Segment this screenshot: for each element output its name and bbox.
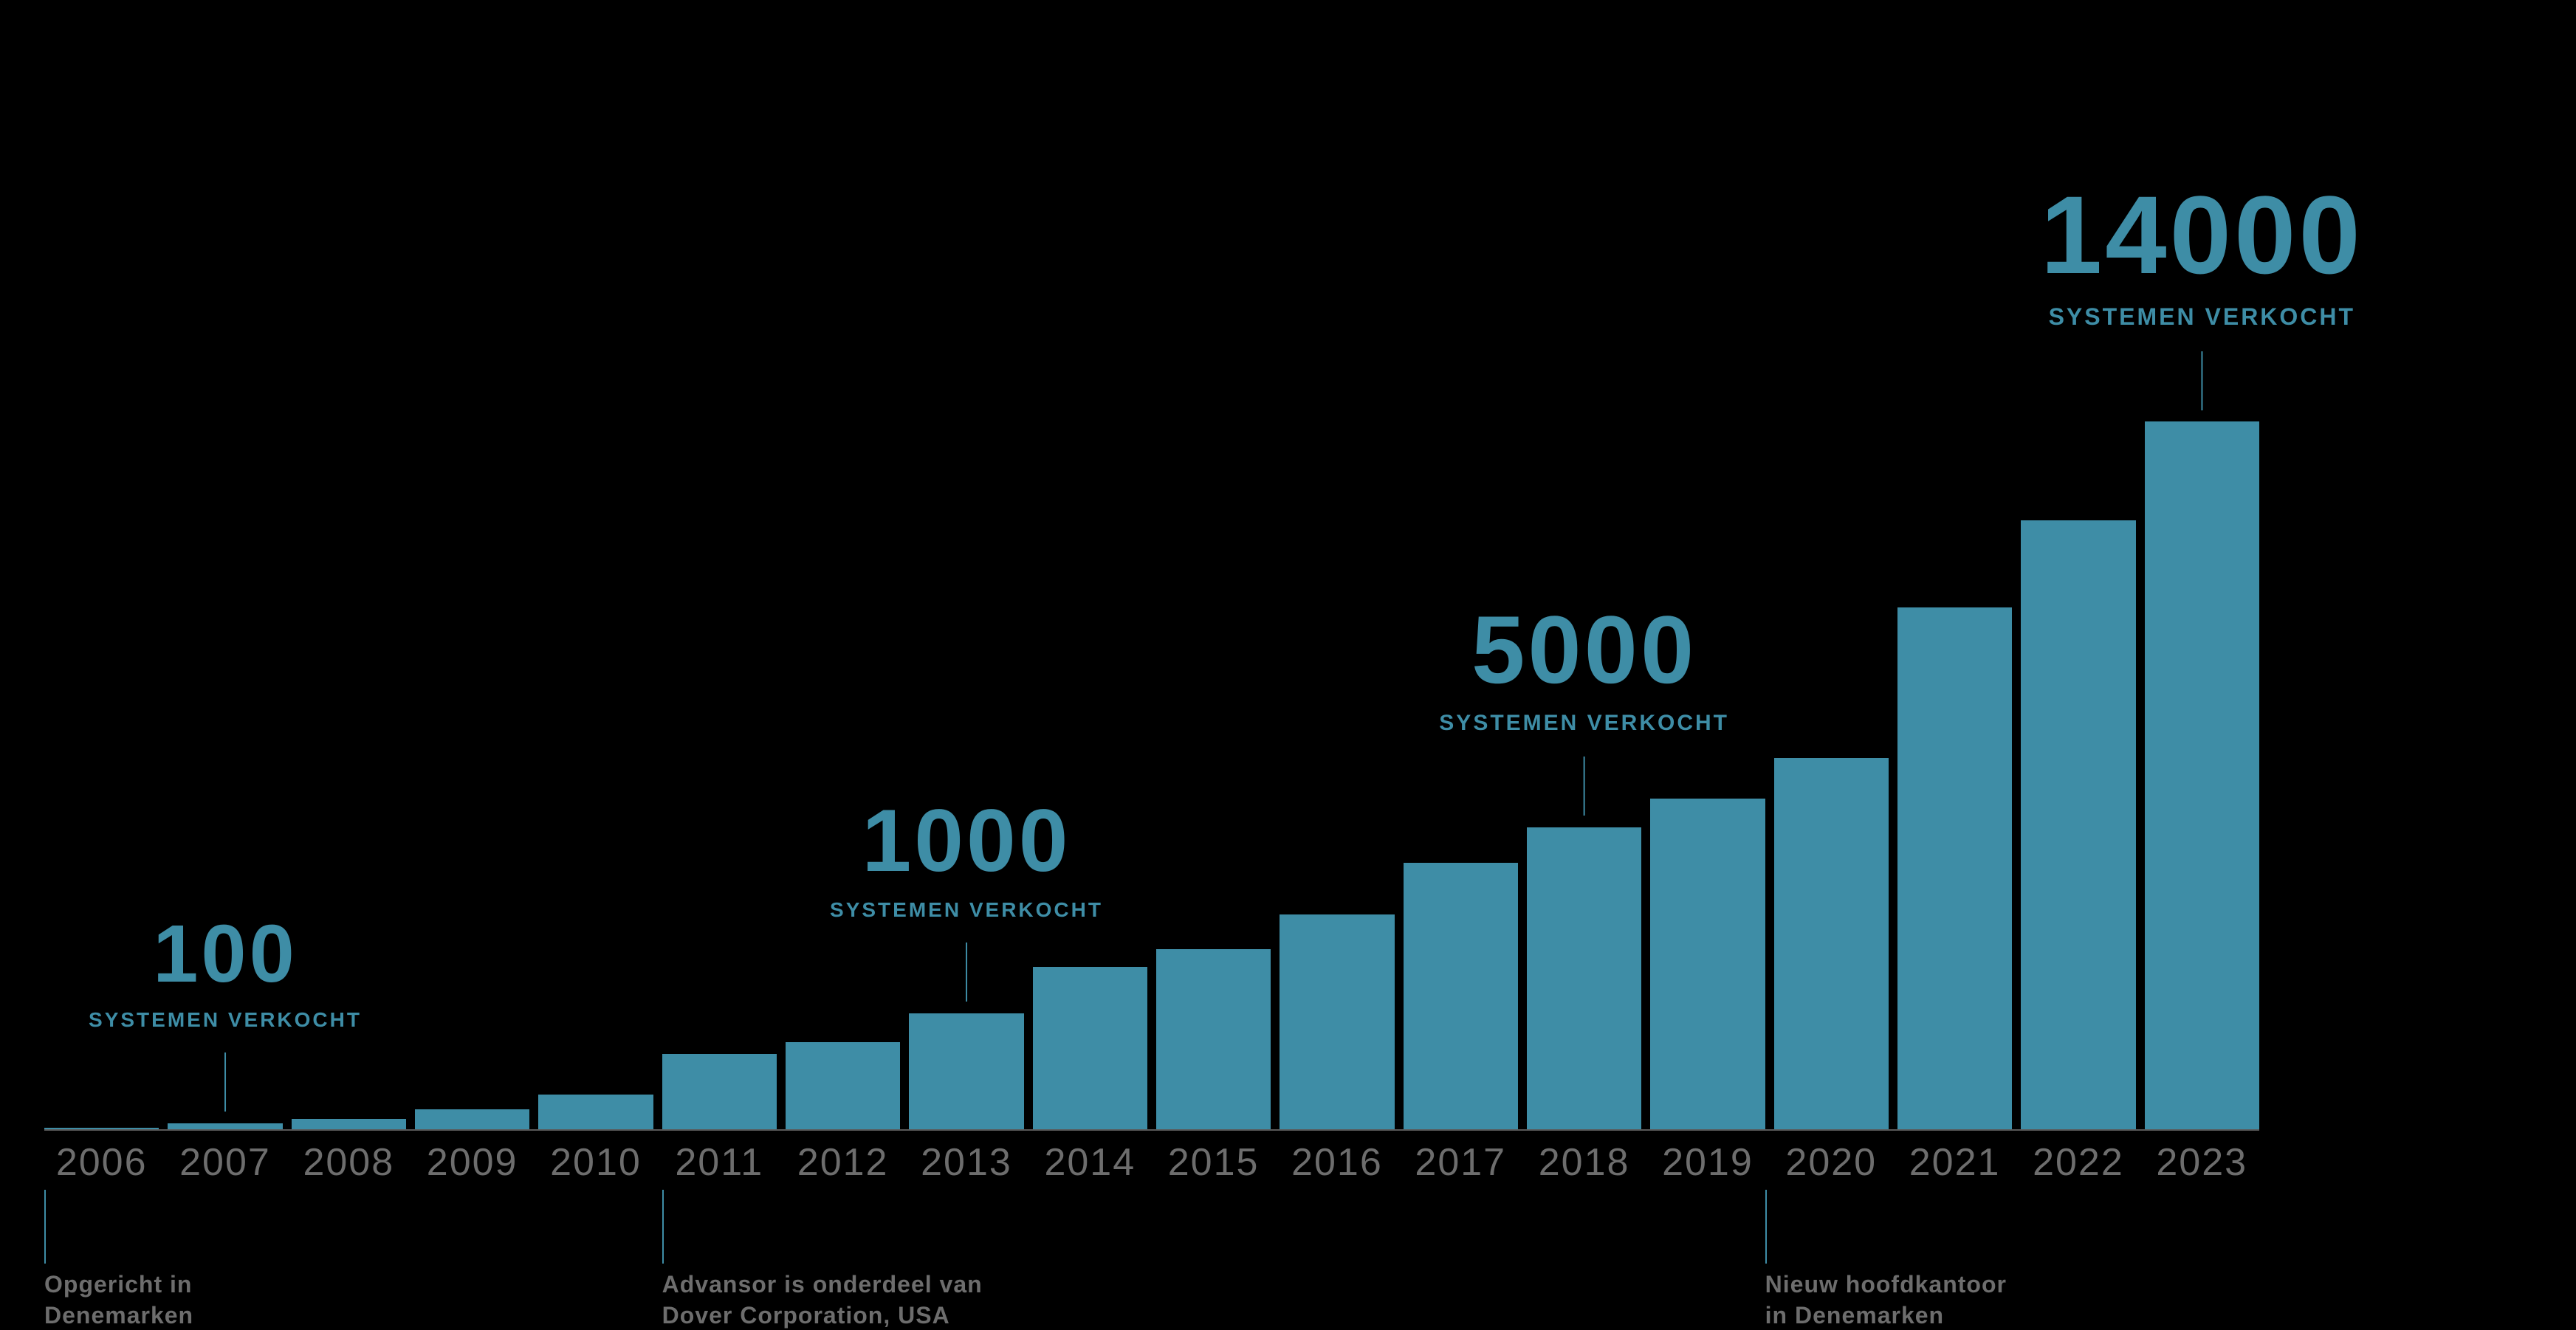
callout-tick xyxy=(224,1052,226,1112)
bar xyxy=(909,1013,1023,1129)
bar-column xyxy=(1527,0,1641,1129)
x-axis-label: 2023 xyxy=(2145,1140,2259,1185)
bar xyxy=(1650,799,1765,1129)
x-axis-label: 2017 xyxy=(1404,1140,1518,1185)
callout-subtitle: SYSTEMEN VERKOCHT xyxy=(89,1008,362,1032)
milestone-tick xyxy=(1765,1190,1767,1264)
x-axis-label: 2020 xyxy=(1774,1140,1889,1185)
callout-subtitle: SYSTEMEN VERKOCHT xyxy=(2049,303,2355,331)
x-axis-label: 2013 xyxy=(909,1140,1023,1185)
x-axis-label: 2018 xyxy=(1527,1140,1641,1185)
x-axis-label: 2009 xyxy=(415,1140,529,1185)
bar xyxy=(538,1095,653,1129)
callout-value: 1000 xyxy=(862,796,1071,885)
milestone-label: Advansor is onderdeel vanDover Corporati… xyxy=(662,1269,983,1330)
callout-value: 14000 xyxy=(2041,179,2363,290)
bar-column xyxy=(2021,0,2135,1129)
x-axis-label: 2014 xyxy=(1033,1140,1147,1185)
milestone-label: Nieuw hoofdkantoorin Denemarken xyxy=(1765,1269,2007,1330)
bar xyxy=(2145,421,2259,1129)
bar xyxy=(1404,863,1518,1129)
x-axis-label: 2015 xyxy=(1156,1140,1271,1185)
x-axis-labels: 2006200720082009201020112012201320142015… xyxy=(44,1140,2259,1185)
bar xyxy=(168,1123,282,1129)
bar xyxy=(1280,914,1394,1129)
x-axis-label: 2008 xyxy=(292,1140,406,1185)
value-callout: 5000 SYSTEMEN VERKOCHT xyxy=(1439,602,1729,816)
callout-tick xyxy=(966,943,967,1002)
milestone-label-line: Opgericht in xyxy=(44,1269,193,1300)
milestone-label-line: Nieuw hoofdkantoor xyxy=(1765,1269,2007,1300)
bar-column xyxy=(1156,0,1271,1129)
bar xyxy=(1527,827,1641,1129)
milestone-label-line: Denemarken xyxy=(44,1300,193,1330)
milestone-label-line: Advansor is onderdeel van xyxy=(662,1269,983,1300)
bar-chart xyxy=(44,0,2259,1129)
milestone-tick xyxy=(662,1190,664,1264)
milestone-tick xyxy=(44,1190,46,1264)
callout-value: 5000 xyxy=(1471,602,1697,697)
value-callout: 14000 SYSTEMEN VERKOCHT xyxy=(2041,179,2363,410)
value-callout: 100 SYSTEMEN VERKOCHT xyxy=(89,914,362,1112)
bar-column xyxy=(538,0,653,1129)
x-axis-label: 2022 xyxy=(2021,1140,2135,1185)
callout-tick xyxy=(2201,351,2202,410)
milestone-label-line: in Denemarken xyxy=(1765,1300,2007,1330)
x-axis-label: 2011 xyxy=(662,1140,777,1185)
bar-column xyxy=(1774,0,1889,1129)
x-axis-label: 2012 xyxy=(786,1140,900,1185)
bar xyxy=(1156,949,1271,1129)
bar xyxy=(292,1119,406,1129)
bar xyxy=(415,1109,529,1130)
callout-tick xyxy=(1584,757,1585,816)
x-axis-label: 2016 xyxy=(1280,1140,1394,1185)
milestone-label: Opgericht inDenemarken xyxy=(44,1269,193,1330)
callout-subtitle: SYSTEMEN VERKOCHT xyxy=(830,898,1103,922)
bar xyxy=(2021,520,2135,1129)
bar xyxy=(786,1042,900,1129)
bar-column xyxy=(1280,0,1394,1129)
bar xyxy=(1897,607,2012,1129)
x-axis-line xyxy=(44,1129,2259,1131)
bars-container xyxy=(44,0,2259,1129)
bar-column xyxy=(2145,0,2259,1129)
bar xyxy=(662,1054,777,1129)
bar-column xyxy=(1897,0,2012,1129)
x-axis-label: 2006 xyxy=(44,1140,159,1185)
x-axis-label: 2010 xyxy=(538,1140,653,1185)
bar-column xyxy=(662,0,777,1129)
bar-column xyxy=(415,0,529,1129)
value-callout: 1000 SYSTEMEN VERKOCHT xyxy=(830,796,1103,1002)
x-axis-label: 2021 xyxy=(1897,1140,2012,1185)
callout-subtitle: SYSTEMEN VERKOCHT xyxy=(1439,711,1729,736)
bar-column xyxy=(1404,0,1518,1129)
callout-value: 100 xyxy=(153,914,298,995)
x-axis-label: 2019 xyxy=(1650,1140,1765,1185)
x-axis-label: 2007 xyxy=(168,1140,282,1185)
bar xyxy=(1774,758,1889,1129)
milestone-label-line: Dover Corporation, USA xyxy=(662,1300,983,1330)
bar-column xyxy=(1650,0,1765,1129)
